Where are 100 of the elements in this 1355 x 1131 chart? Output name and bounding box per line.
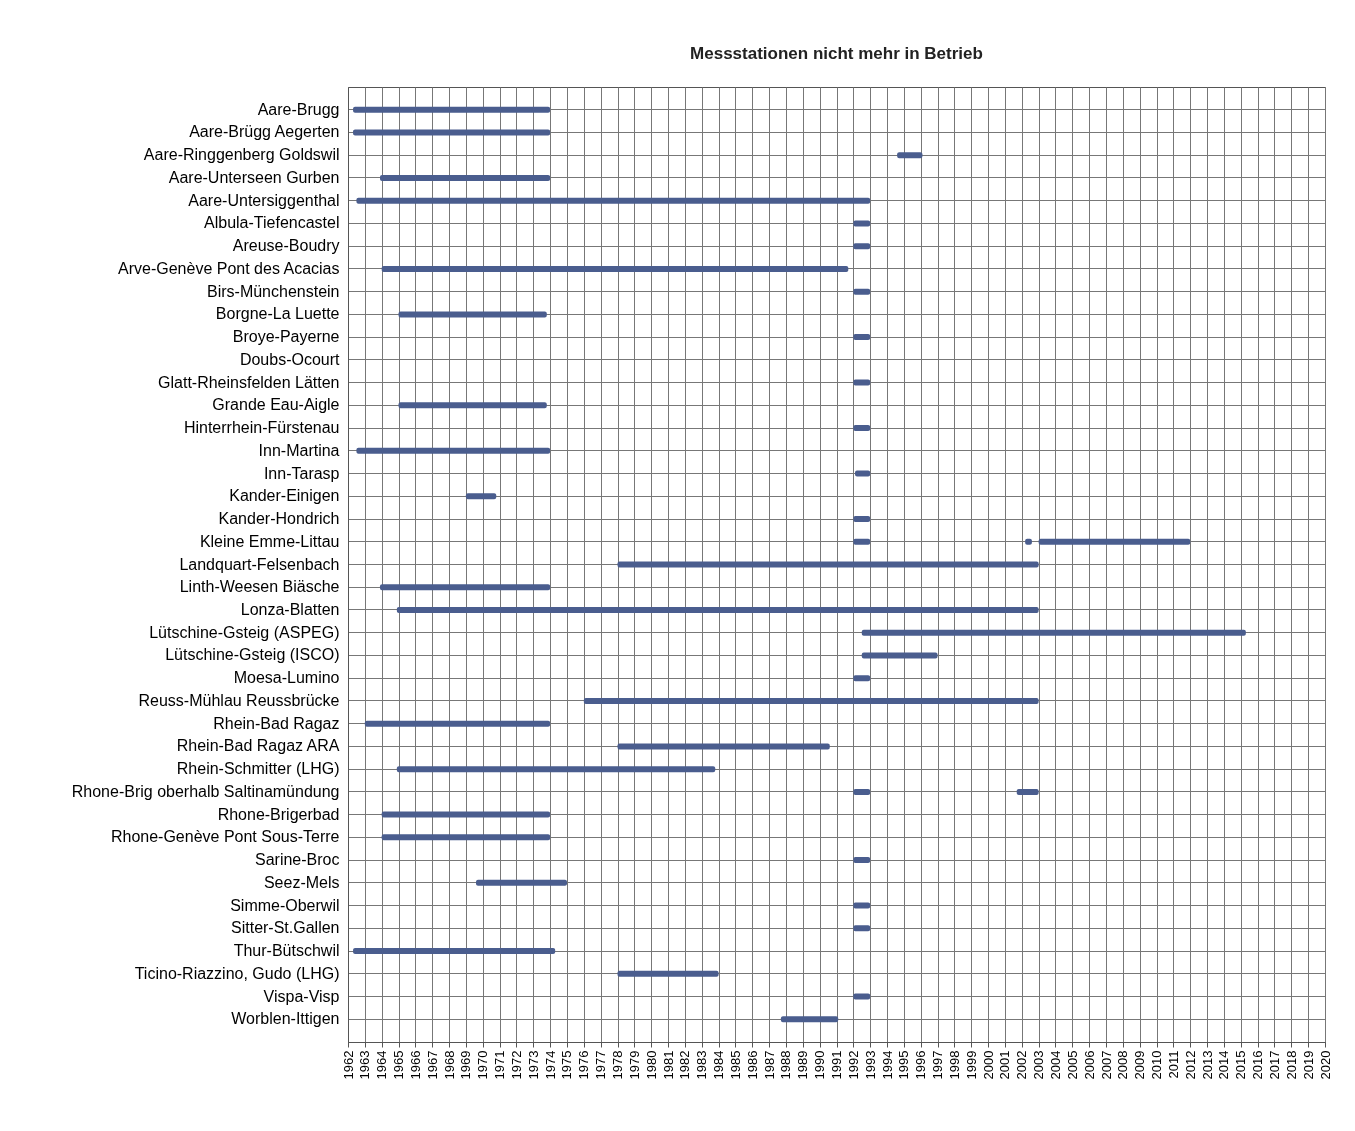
bar <box>396 606 1039 613</box>
x-tick-label: 2009 <box>1132 1050 1148 1080</box>
x-tick-label: 1977 <box>593 1050 609 1080</box>
bar <box>381 834 551 841</box>
x-tick-label: 2008 <box>1115 1050 1131 1080</box>
bar <box>1016 788 1039 795</box>
y-tick-label: Landquart-Felsenbach <box>179 555 340 573</box>
x-tick-label: 1968 <box>441 1050 457 1080</box>
x-tick-label: 1978 <box>610 1050 626 1080</box>
bar <box>861 629 1246 636</box>
x-tick-label: 1995 <box>896 1050 912 1080</box>
x-tick-label: 2001 <box>997 1050 1013 1080</box>
y-tick-label: Rhone-Genève Pont Sous-Terre <box>110 828 340 846</box>
bar <box>356 447 551 454</box>
y-tick-label: Vispa-Visp <box>263 987 340 1005</box>
x-tick-label: 1973 <box>525 1050 541 1080</box>
x-tick-label: 2006 <box>1081 1050 1097 1080</box>
x-tick-label: 1970 <box>475 1050 491 1080</box>
bar <box>861 652 938 659</box>
y-tick-label: Broye-Payerne <box>232 328 340 346</box>
bar <box>398 402 547 409</box>
x-tick-label: 1991 <box>829 1050 844 1080</box>
x-tick-label: 1962 <box>340 1050 356 1080</box>
x-tick-label: 1993 <box>862 1050 878 1080</box>
y-tick-label: Reuss-Mühlau Reussbrücke <box>138 691 340 709</box>
y-tick-label: Aare-Untersiggenthal <box>188 191 340 209</box>
y-tick-label: Worblen-Ittigen <box>231 1010 340 1028</box>
y-tick-label: Aare-Ringgenberg Goldswil <box>143 146 340 164</box>
y-tick-label: Moesa-Lumino <box>233 669 340 687</box>
x-tick-label: 2010 <box>1149 1050 1165 1080</box>
y-tick-label: Rhein-Schmitter (LHG) <box>176 760 340 778</box>
x-tick-label: 1979 <box>626 1050 642 1080</box>
bar <box>617 970 719 977</box>
y-tick-label: Seez-Mels <box>263 873 340 891</box>
x-tick-label: 1990 <box>812 1050 828 1080</box>
y-tick-label: Inn-Martina <box>258 441 340 459</box>
y-tick-label: Kleine Emme-Littau <box>199 532 340 550</box>
bar <box>465 493 497 500</box>
x-tick-label: 1967 <box>424 1050 440 1080</box>
bar <box>897 152 923 159</box>
x-tick-label: 1987 <box>761 1050 777 1080</box>
x-tick-label: 2007 <box>1098 1050 1114 1080</box>
y-tick-label: Sarine-Broc <box>255 851 340 869</box>
x-tick-label: 1992 <box>845 1050 861 1080</box>
x-tick-label: 1996 <box>913 1050 929 1080</box>
y-tick-label: Birs-Münchenstein <box>207 282 340 300</box>
x-tick-label: 1964 <box>374 1050 390 1080</box>
y-tick-label: Kander-Hondrich <box>218 510 340 528</box>
bar <box>617 743 830 750</box>
y-tick-label: Doubs-Ocourt <box>239 350 341 368</box>
y-tick-label: Grande Eau-Aigle <box>212 396 340 414</box>
x-tick-label: 1982 <box>677 1050 693 1080</box>
bar <box>1038 538 1191 545</box>
bar <box>353 948 556 955</box>
x-tick-label: 2013 <box>1199 1050 1215 1080</box>
x-tick-label: 2020 <box>1317 1050 1333 1080</box>
bar <box>353 106 551 113</box>
y-tick-label: Lütschine-Gsteig (ISCO) <box>165 646 340 664</box>
y-tick-label: Areuse-Boudry <box>232 237 340 255</box>
y-tick-label: Rhein-Bad Ragaz <box>213 714 340 732</box>
y-tick-label: Glatt-Rheinsfelden Lätten <box>158 373 340 391</box>
x-tick-label: 1998 <box>946 1050 962 1080</box>
bar <box>380 584 551 591</box>
bar <box>476 879 567 886</box>
y-tick-label: Hinterrhein-Fürstenau <box>183 419 340 437</box>
bar <box>353 129 551 136</box>
x-tick-label: 1971 <box>492 1050 508 1080</box>
x-tick-label: 2015 <box>1233 1050 1249 1080</box>
x-tick-label: 1966 <box>407 1050 423 1080</box>
y-tick-label: Rhone-Brig oberhalb Saltinamündung <box>71 782 340 800</box>
x-tick-label: 1983 <box>694 1050 710 1080</box>
y-tick-label: Lonza-Blatten <box>240 600 340 618</box>
x-tick-label: 1969 <box>458 1050 474 1080</box>
x-tick-label: 2018 <box>1283 1050 1299 1080</box>
bar <box>356 197 871 204</box>
y-tick-label: Sitter-St.Gallen <box>231 919 340 937</box>
x-tick-label: 2011 <box>1165 1050 1181 1079</box>
x-tick-label: 1999 <box>963 1050 979 1080</box>
y-tick-label: Aare-Unterseen Gurben <box>168 168 340 186</box>
y-tick-label: Borgne-La Luette <box>215 305 340 323</box>
x-tick-label: 1984 <box>711 1050 727 1080</box>
x-tick-label: 1976 <box>576 1050 592 1080</box>
y-tick-label: Rhein-Bad Ragaz ARA <box>176 737 340 755</box>
bar <box>583 697 1039 704</box>
y-tick-label: Aare-Brugg <box>257 100 340 118</box>
chart-title: Messstationen nicht mehr in Betrieb <box>690 44 983 63</box>
x-tick-label: 1986 <box>744 1050 760 1080</box>
x-tick-label: 2016 <box>1250 1050 1266 1080</box>
x-tick-label: 2014 <box>1216 1050 1232 1080</box>
y-tick-label: Simme-Oberwil <box>230 896 340 914</box>
x-tick-label: 1963 <box>357 1050 373 1080</box>
x-tick-label: 1988 <box>778 1050 794 1080</box>
y-tick-label: Kander-Einigen <box>229 487 340 505</box>
bar <box>364 720 551 727</box>
y-tick-label: Thur-Bütschwil <box>233 942 340 960</box>
x-tick-label: 1985 <box>727 1050 743 1080</box>
x-tick-label: 1981 <box>660 1050 676 1080</box>
x-tick-label: 1974 <box>542 1050 558 1080</box>
x-tick-label: 2005 <box>1064 1050 1080 1080</box>
y-tick-label: Arve-Genève Pont des Acacias <box>118 259 340 277</box>
